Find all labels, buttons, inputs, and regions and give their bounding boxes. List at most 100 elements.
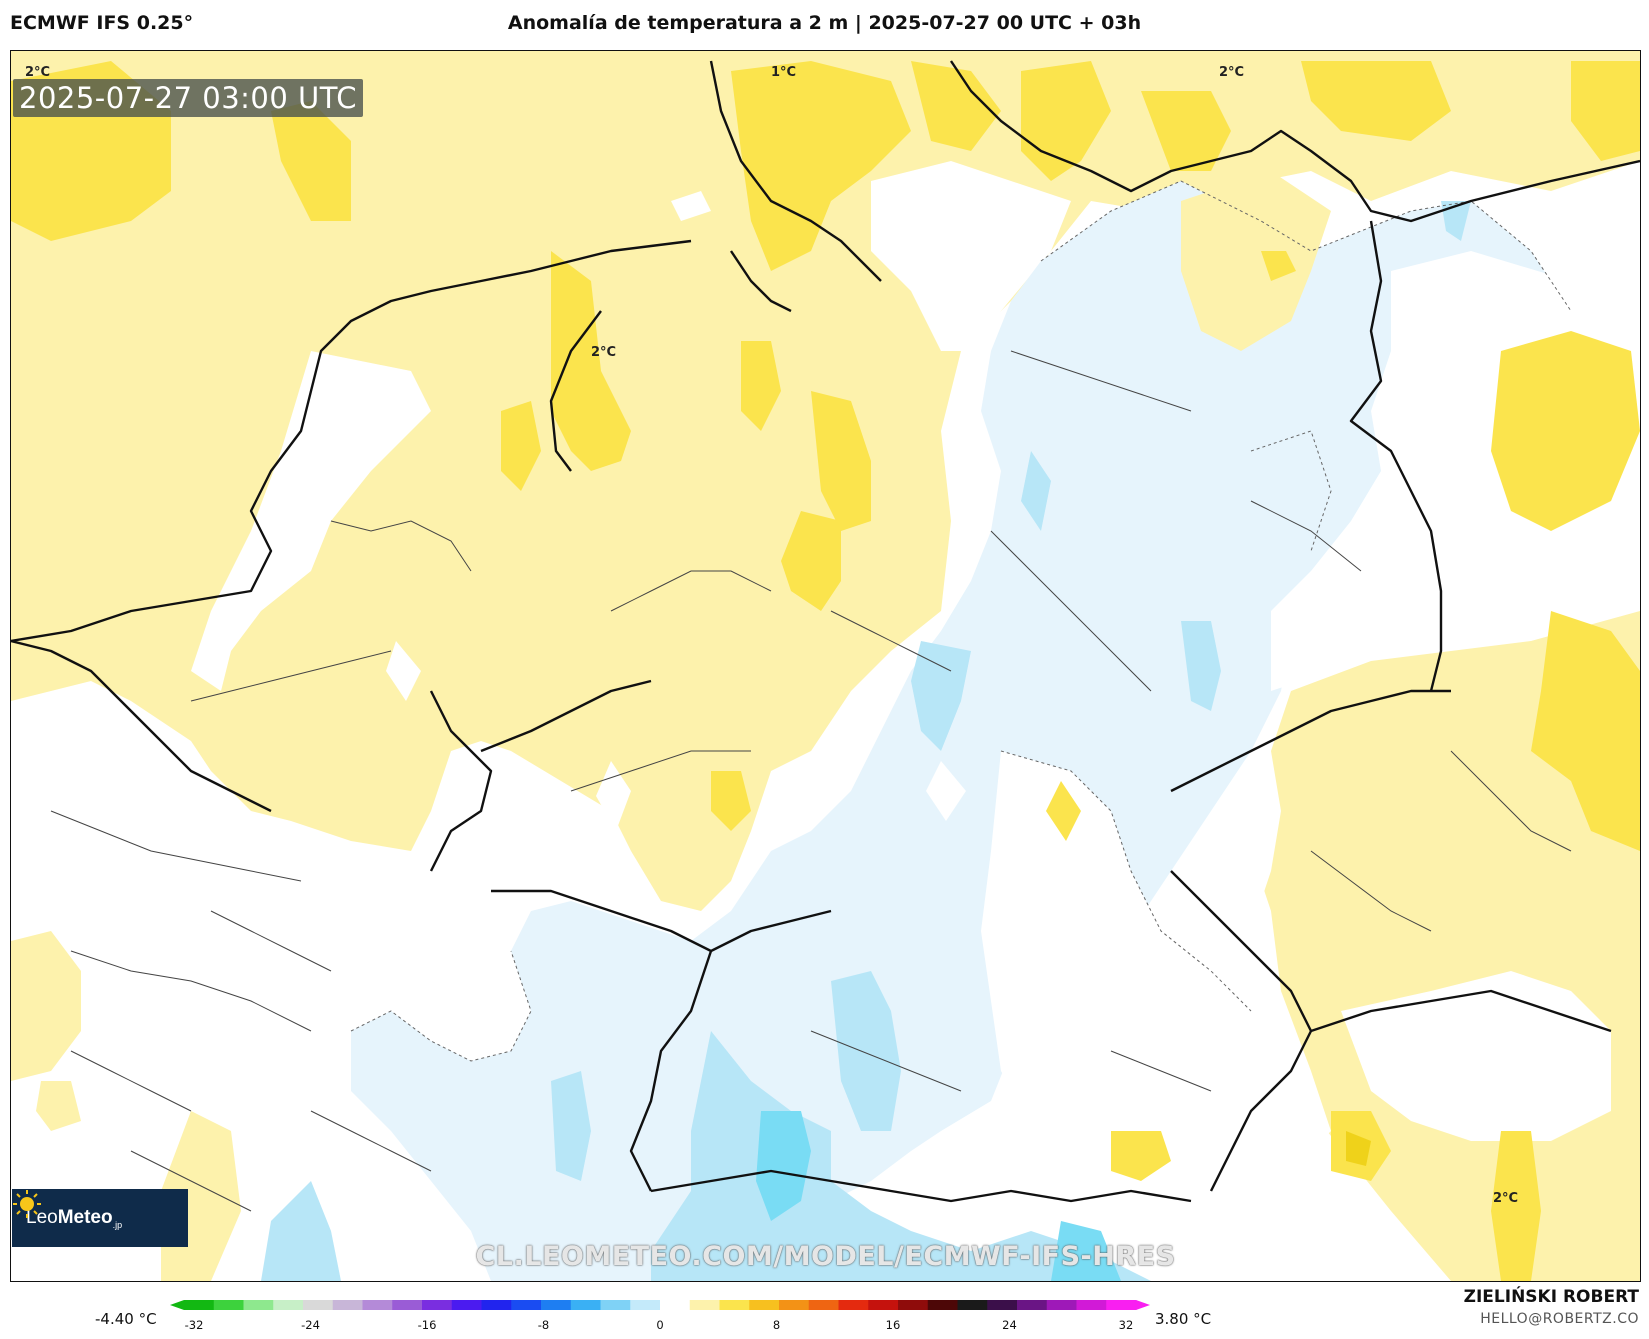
leometeo-logo[interactable]: LeoMeteo.jp bbox=[12, 1189, 188, 1247]
region-white-diamond2 bbox=[926, 761, 966, 821]
region-yellow-nl bbox=[551, 251, 631, 471]
region-yellow-diamond1 bbox=[1046, 781, 1081, 841]
legend-tick-label: 32 bbox=[1118, 1318, 1134, 1332]
scale-swatch bbox=[481, 1300, 512, 1310]
scale-arrow-right bbox=[1136, 1300, 1150, 1310]
scale-swatch bbox=[243, 1300, 274, 1310]
sun-icon bbox=[13, 1190, 41, 1218]
region-light-blue-alps bbox=[651, 1031, 1151, 1281]
scale-swatch bbox=[511, 1300, 542, 1310]
region-yellow-nl2 bbox=[501, 401, 541, 491]
scale-swatch bbox=[213, 1300, 244, 1310]
scale-swatch bbox=[689, 1300, 720, 1310]
legend-tick-label: -16 bbox=[417, 1318, 437, 1332]
contour-label-center: 2°C bbox=[591, 345, 617, 360]
scale-swatch bbox=[868, 1300, 899, 1310]
region-pale-yellow-ne bbox=[1181, 171, 1331, 351]
region-white-small1 bbox=[671, 191, 711, 221]
scale-swatch bbox=[749, 1300, 780, 1310]
region-cyan-s bbox=[1051, 1221, 1121, 1281]
region-yellow-c4 bbox=[711, 771, 751, 831]
legend-tick-label: -24 bbox=[301, 1318, 320, 1332]
region-pale-yellow-w3 bbox=[36, 1081, 81, 1131]
author-email: HELLO@ROBERTZ.CO bbox=[1480, 1311, 1639, 1327]
region-yellow-ne3 bbox=[1261, 251, 1296, 281]
scale-swatch bbox=[303, 1300, 334, 1310]
legend-tick-label: 0 bbox=[656, 1318, 664, 1332]
region-yellow-e2 bbox=[1531, 611, 1640, 851]
region-light-blue-sw2 bbox=[551, 1071, 591, 1181]
region-light-blue-c1 bbox=[911, 641, 971, 751]
legend-max-value: 3.80 °C bbox=[1155, 1310, 1212, 1328]
scale-swatch bbox=[1106, 1300, 1137, 1310]
scale-swatch bbox=[332, 1300, 363, 1310]
region-light-blue-s2 bbox=[831, 971, 901, 1131]
scale-swatch bbox=[808, 1300, 839, 1310]
scale-swatch bbox=[719, 1300, 750, 1310]
scale-swatch bbox=[422, 1300, 453, 1310]
region-yellow-nsea2 bbox=[271, 101, 351, 221]
source-url-watermark: CL.LEOMETEO.COM/MODEL/ECMWF-IFS-HRES bbox=[475, 1241, 1176, 1272]
admin-borders bbox=[50, 350, 1572, 1212]
author-name: ZIELIŃSKI ROBERT bbox=[1463, 1287, 1639, 1307]
region-yellow-dk2 bbox=[911, 61, 1001, 151]
scale-swatch bbox=[957, 1300, 988, 1310]
scale-swatch bbox=[184, 1300, 215, 1310]
scale-swatch bbox=[630, 1300, 661, 1310]
region-yellow-jutland bbox=[731, 61, 911, 271]
scale-swatch bbox=[451, 1300, 482, 1310]
map-panel[interactable]: 2025-07-27 03:00 UTC 2°C 1°C 2°C 2°C 2°C… bbox=[10, 50, 1641, 1282]
region-yellow-se2 bbox=[1491, 1131, 1541, 1281]
scale-swatch bbox=[1017, 1300, 1048, 1310]
region-light-blue-c3 bbox=[1021, 451, 1051, 531]
valid-time-badge: 2025-07-27 03:00 UTC bbox=[13, 79, 364, 117]
scale-swatch bbox=[987, 1300, 1018, 1310]
contour-label-se: 2°C bbox=[1493, 1191, 1519, 1206]
scale-swatch bbox=[600, 1300, 631, 1310]
color-scale-bar bbox=[170, 1300, 1150, 1310]
legend-tick-label: -32 bbox=[184, 1318, 204, 1332]
region-yellow-c1 bbox=[741, 341, 781, 431]
scale-swatch bbox=[927, 1300, 958, 1310]
region-yellow-c3 bbox=[781, 511, 841, 611]
region-yellow-s1 bbox=[1111, 1131, 1171, 1181]
scale-swatch bbox=[362, 1300, 393, 1310]
scale-swatch bbox=[779, 1300, 810, 1310]
region-light-blue-c2 bbox=[1181, 621, 1221, 711]
anomaly-map bbox=[11, 51, 1640, 1281]
region-white-diamond1 bbox=[596, 761, 631, 831]
region-white-nl bbox=[191, 351, 431, 691]
legend-tick-label: 24 bbox=[1002, 1318, 1017, 1332]
scale-swatch bbox=[898, 1300, 929, 1310]
region-pale-yellow-w1 bbox=[11, 931, 81, 1081]
region-white-center bbox=[981, 751, 1251, 1141]
region-yellow-ne1 bbox=[1301, 61, 1451, 141]
map-title: Anomalía de temperatura a 2 m | 2025-07-… bbox=[507, 12, 1142, 34]
region-white-diamond3 bbox=[386, 641, 421, 701]
scale-arrow-left bbox=[170, 1300, 184, 1310]
region-dark-yellow-se bbox=[1346, 1131, 1371, 1166]
contour-label-nw: 2°C bbox=[25, 65, 51, 80]
scale-swatch bbox=[1076, 1300, 1107, 1310]
legend-min-value: -4.40 °C bbox=[95, 1310, 157, 1328]
scale-swatch bbox=[570, 1300, 601, 1310]
region-pale-blue-east bbox=[351, 181, 1571, 1281]
region-yellow-north2 bbox=[1141, 91, 1231, 171]
legend-tick-label: 8 bbox=[772, 1318, 781, 1332]
region-yellow-ne2 bbox=[1571, 61, 1640, 161]
logo-text: LeoMeteo.jp bbox=[26, 1206, 123, 1230]
region-yellow-e1 bbox=[1491, 331, 1640, 531]
region-cyan-alps bbox=[756, 1111, 811, 1221]
region-white-nsea bbox=[871, 161, 1071, 351]
dashed-contours bbox=[350, 180, 1572, 1062]
scale-swatch bbox=[541, 1300, 572, 1310]
model-name: ECMWF IFS 0.25° bbox=[10, 12, 194, 34]
region-yellow-c2 bbox=[811, 391, 871, 531]
legend-tick-label: -8 bbox=[537, 1318, 550, 1332]
region-white-se2 bbox=[1341, 971, 1611, 1141]
scale-swatch bbox=[273, 1300, 304, 1310]
contour-label-jutland: 1°C bbox=[771, 65, 797, 80]
coastlines bbox=[11, 60, 1640, 1203]
scale-swatch bbox=[660, 1300, 691, 1310]
scale-swatch bbox=[392, 1300, 423, 1310]
